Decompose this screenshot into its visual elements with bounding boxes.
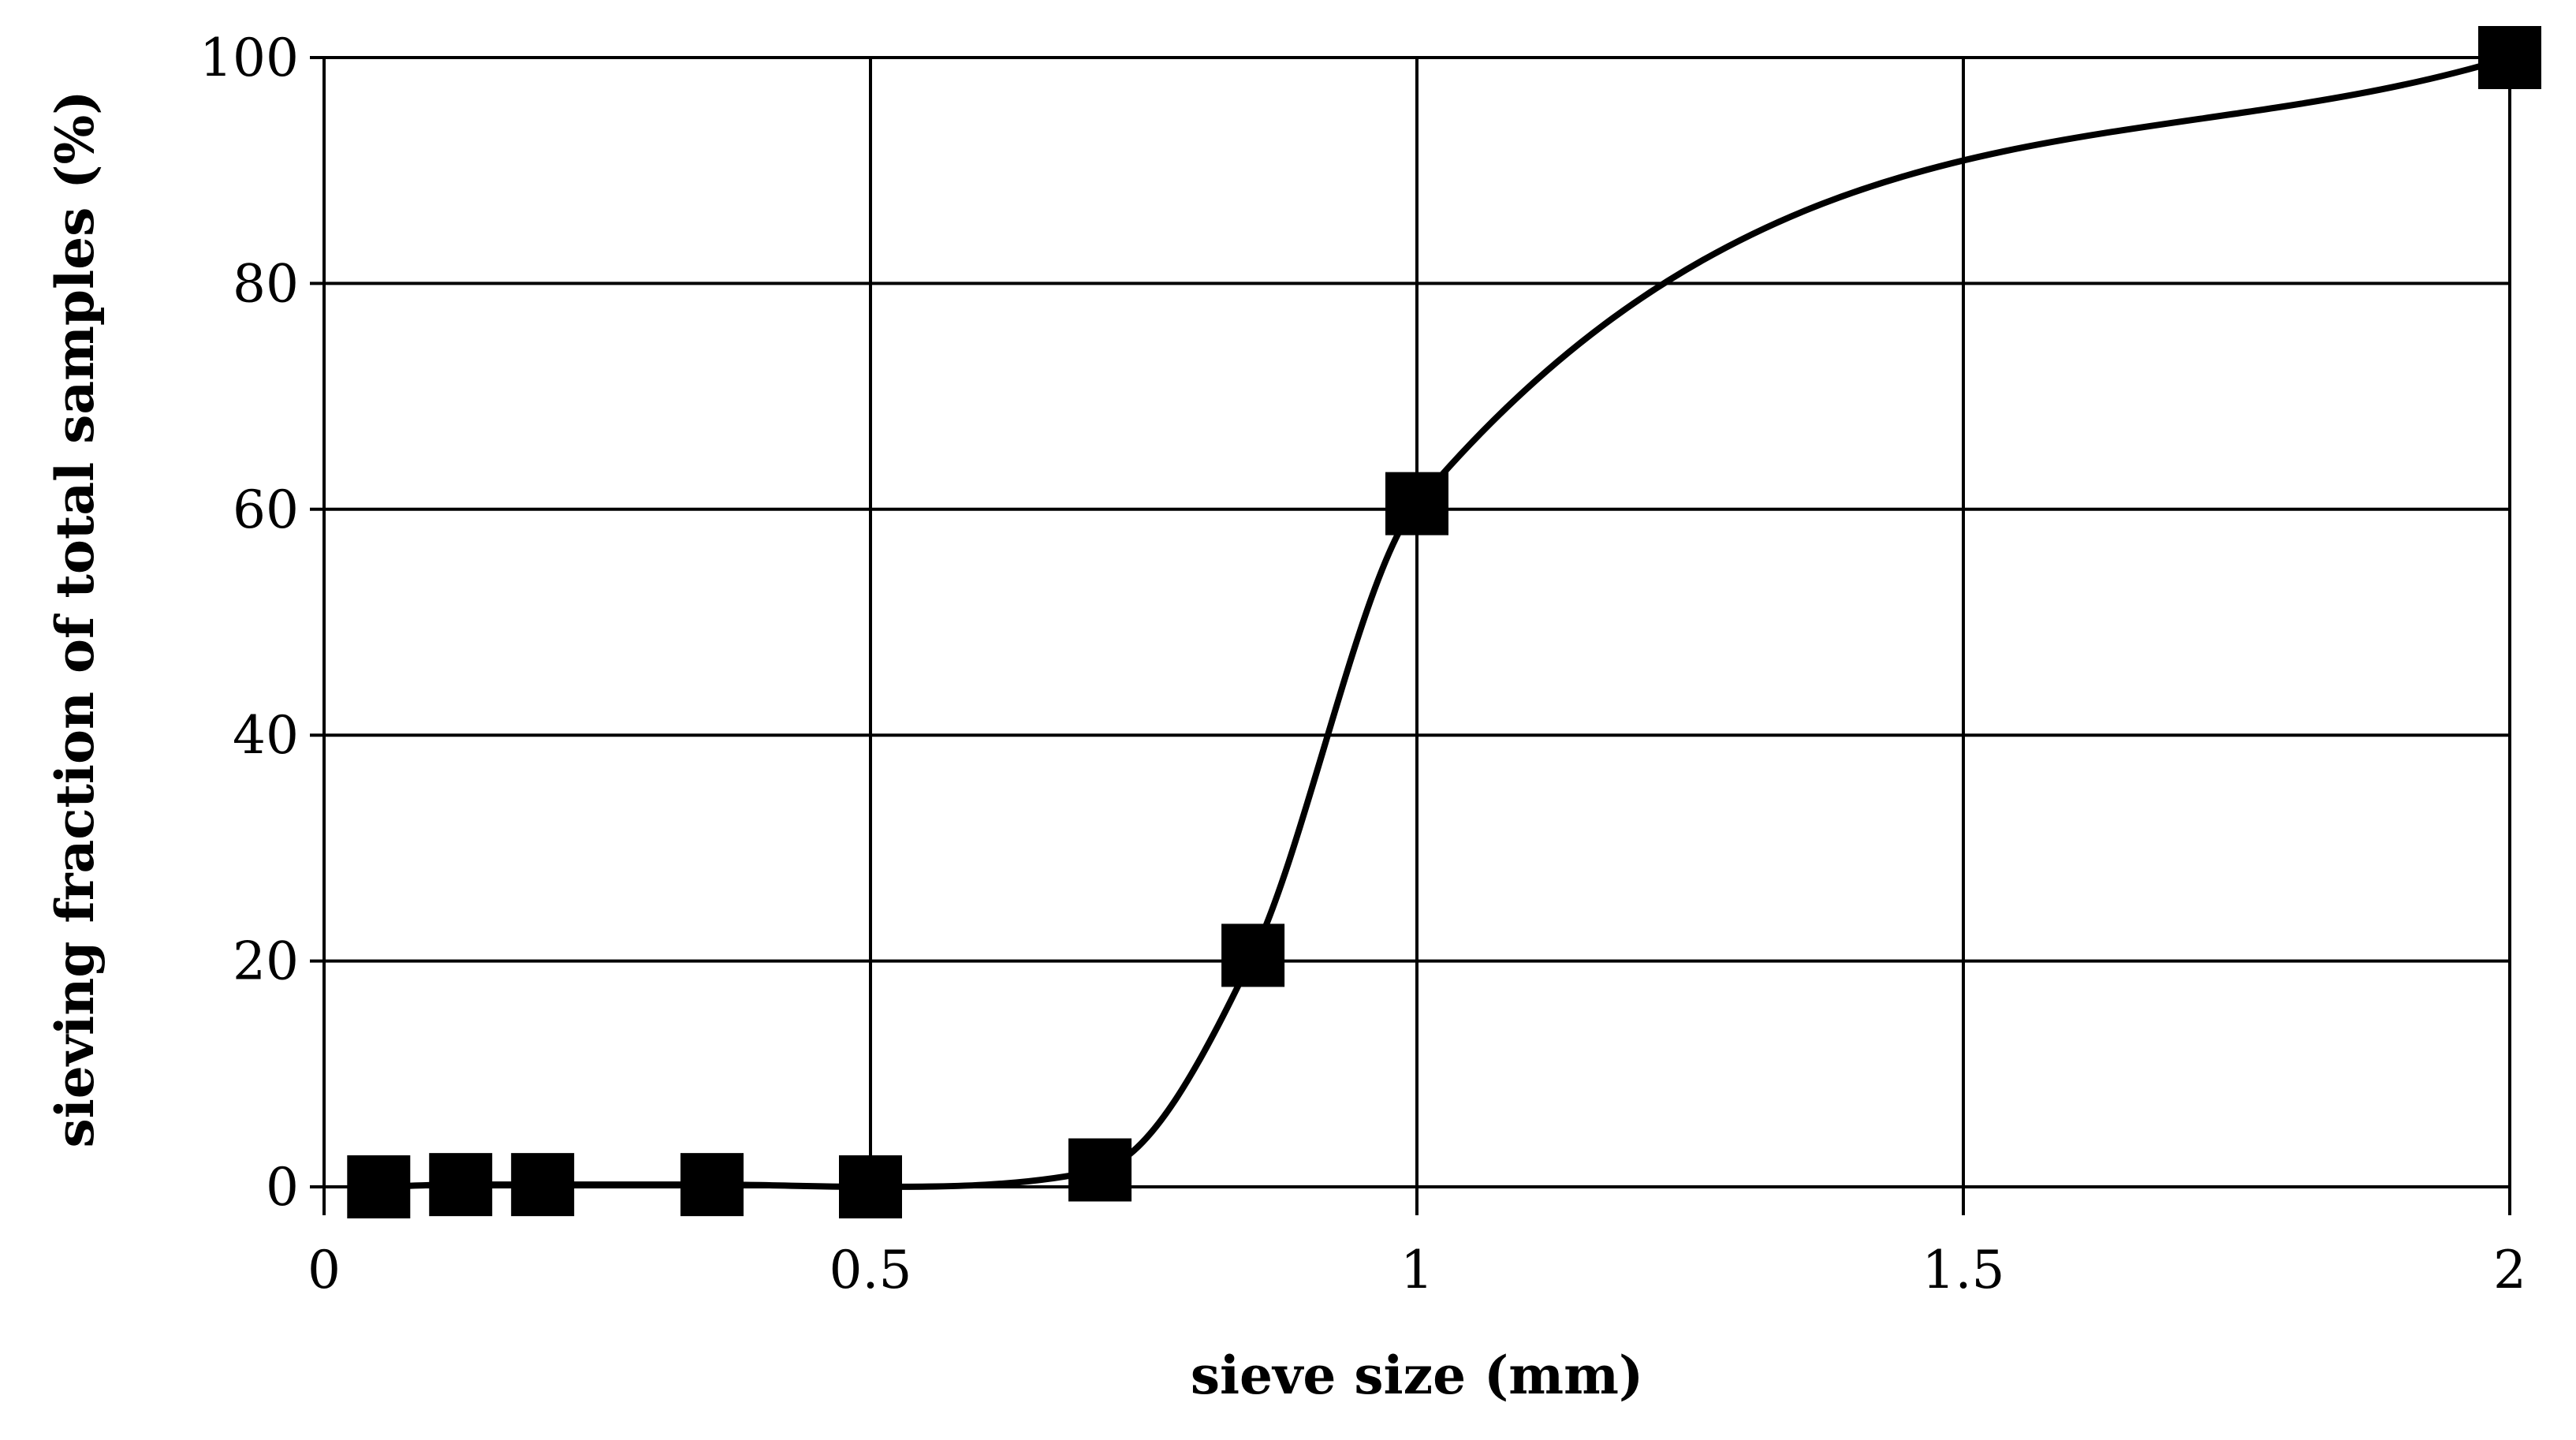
y-tick-label: 0 [266, 1157, 299, 1218]
data-point [839, 1155, 902, 1218]
y-tick-label: 20 [233, 931, 299, 992]
x-axis-title: sieve size (mm) [1191, 1345, 1643, 1406]
data-point [511, 1153, 575, 1217]
y-tick-label: 60 [233, 479, 299, 540]
y-axis-title: sieving fraction of total samples (%) [44, 91, 106, 1148]
series-markers [347, 26, 2541, 1218]
data-point [429, 1153, 493, 1217]
data-point [1068, 1138, 1132, 1202]
data-point [1385, 472, 1448, 535]
data-point [680, 1153, 744, 1217]
y-tick-labels: 0 20 40 60 80 100 [199, 28, 299, 1218]
x-tick-label: 0 [308, 1240, 341, 1300]
data-point [2478, 26, 2541, 89]
y-tick-label: 40 [233, 705, 299, 766]
x-tick-label: 1 [1400, 1240, 1433, 1300]
x-tick-label: 2 [2493, 1240, 2526, 1300]
y-tick-label: 80 [233, 253, 299, 314]
y-tick-label: 100 [199, 28, 299, 88]
series-line [375, 54, 2513, 1190]
data-point [1221, 923, 1285, 987]
data-point [347, 1155, 411, 1218]
x-tick-label: 1.5 [1922, 1240, 2005, 1300]
grid [324, 56, 2511, 1187]
axes [310, 56, 2511, 1215]
x-tick-label: 0.5 [829, 1240, 912, 1300]
x-tick-labels: 0 0.5 1 1.5 2 [308, 1240, 2526, 1300]
